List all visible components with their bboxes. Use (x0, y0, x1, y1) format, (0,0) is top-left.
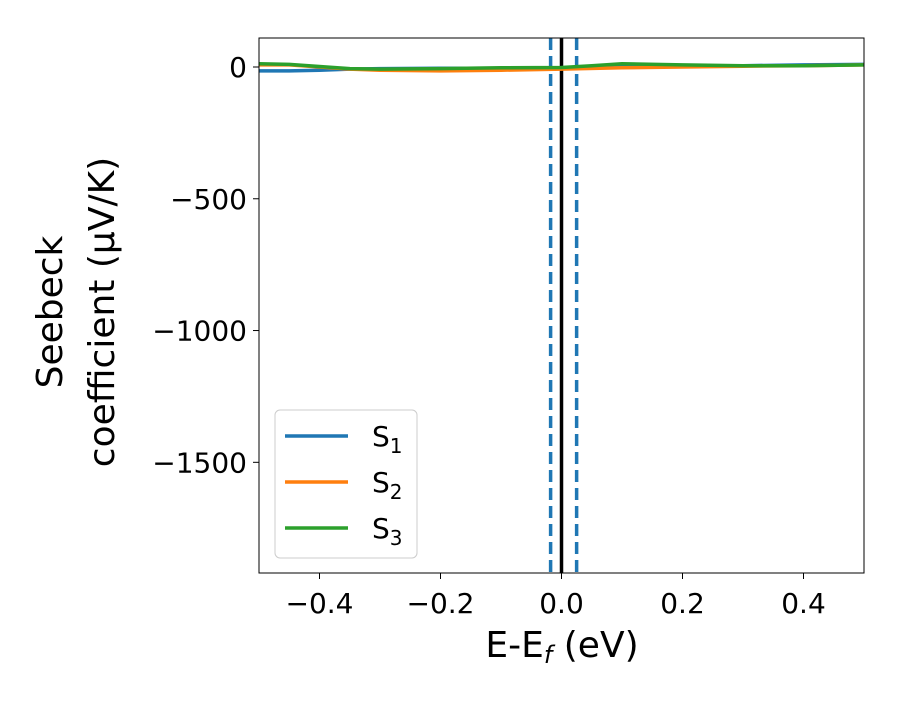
x-tick-label: −0.2 (407, 587, 475, 620)
y-axis-title-line2: coefficient (μV/K) (82, 157, 123, 467)
legend-label-s1: S1 (372, 420, 403, 458)
y-axis-title-line1: Seebeck (30, 235, 71, 388)
y-tick-label: 0 (229, 51, 247, 84)
y-tick-label: −1000 (152, 315, 247, 348)
series-line-s3 (259, 62, 864, 71)
x-tick-label: −0.4 (286, 587, 354, 620)
x-tick-label: 0.2 (660, 587, 705, 620)
y-tick-label: −500 (170, 183, 247, 216)
x-axis-ticks: −0.4 −0.2 0.0 0.2 0.4 (286, 573, 826, 620)
x-tick-label: 0.0 (539, 587, 584, 620)
y-axis-ticks: 0 −500 −1000 −1500 (152, 51, 259, 479)
x-axis-title: E-Ef (eV) (485, 625, 638, 669)
x-tick-label: 0.4 (781, 587, 826, 620)
legend-label-s3: S3 (372, 512, 403, 550)
legend: S1 S2 S3 (274, 409, 418, 559)
legend-label-s2: S2 (372, 466, 403, 504)
reference-lines (548, 38, 579, 573)
y-tick-label: −1500 (152, 446, 247, 479)
series-lines (259, 62, 864, 73)
legend-frame (274, 409, 418, 559)
